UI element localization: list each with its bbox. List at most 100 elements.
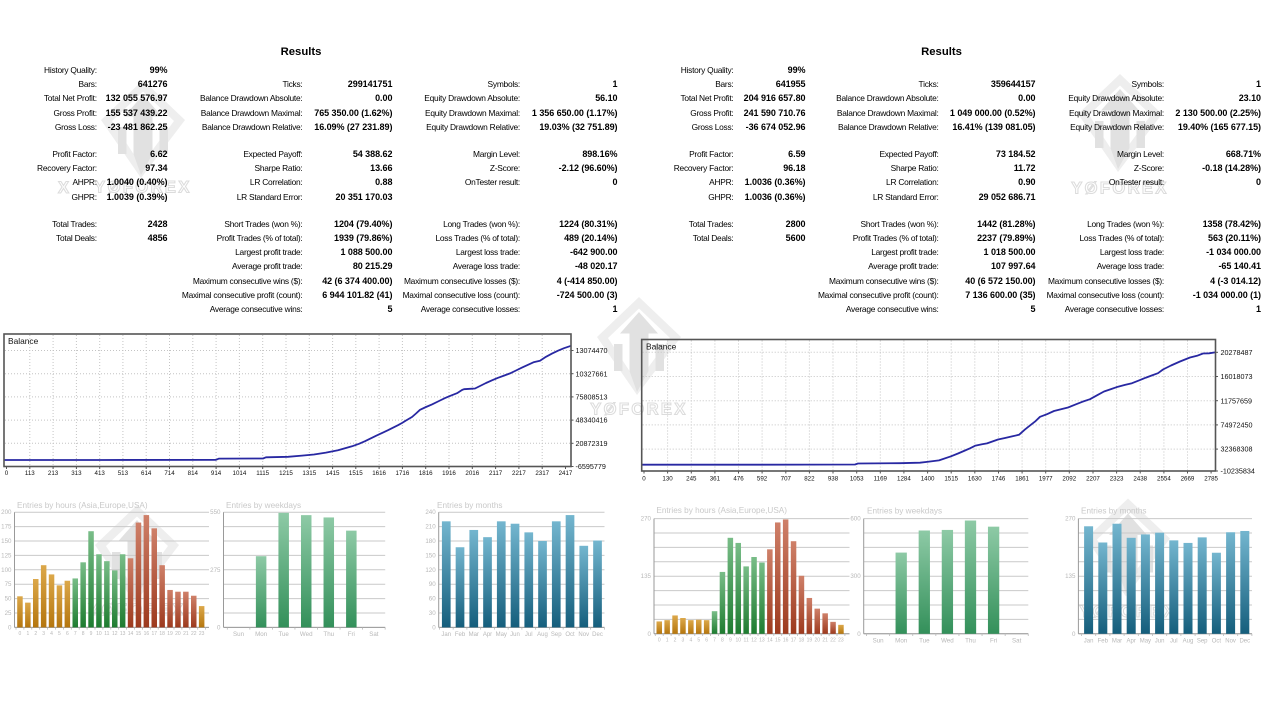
svg-text:0: 0 [19,631,22,637]
svg-text:Aug: Aug [1183,638,1194,644]
svg-text:600: 600 [850,516,861,523]
svg-text:May: May [1140,638,1151,644]
svg-text:14: 14 [128,631,134,637]
svg-text:19: 19 [807,637,813,643]
svg-text:21: 21 [183,631,189,637]
svg-text:2785: 2785 [1204,476,1218,483]
svg-text:1415: 1415 [326,470,340,477]
svg-text:Fri: Fri [348,631,355,638]
svg-text:240: 240 [425,509,436,516]
svg-text:16018073: 16018073 [1221,372,1253,381]
svg-text:5: 5 [58,631,61,637]
svg-text:513: 513 [118,470,129,477]
svg-text:2016: 2016 [465,470,479,477]
svg-text:1: 1 [26,631,29,637]
svg-text:413: 413 [95,470,106,477]
svg-text:Dec: Dec [1239,638,1250,644]
svg-text:Mar: Mar [469,632,479,638]
svg-text:12: 12 [751,637,757,643]
svg-text:592: 592 [757,476,768,483]
svg-text:200: 200 [1,509,12,516]
svg-text:1630: 1630 [968,476,982,483]
svg-text:914: 914 [211,470,222,477]
svg-text:Fri: Fri [990,637,997,644]
svg-text:9: 9 [729,637,732,643]
svg-text:210: 210 [425,524,436,531]
svg-text:1861: 1861 [1015,476,1029,483]
svg-text:YØFOREX: YØFOREX [590,401,687,419]
svg-text:22: 22 [191,631,197,637]
svg-text:YØFOREX: YØFOREX [94,179,191,197]
svg-text:Tue: Tue [278,631,289,638]
svg-text:8: 8 [82,631,85,637]
svg-text:0: 0 [642,476,646,483]
svg-text:707: 707 [781,476,792,483]
svg-text:0: 0 [1072,631,1076,638]
svg-text:21: 21 [822,637,828,643]
svg-text:2554: 2554 [1157,476,1171,483]
svg-text:Wed: Wed [300,631,313,638]
svg-text:313: 313 [71,470,82,477]
svg-text:Thu: Thu [965,637,976,644]
svg-text:0: 0 [5,470,9,477]
svg-text:Apr: Apr [1127,638,1136,644]
svg-text:Mon: Mon [895,637,908,644]
svg-text:Nov: Nov [578,632,589,638]
svg-text:550: 550 [210,509,221,516]
svg-text:2092: 2092 [1062,476,1076,483]
svg-text:15: 15 [136,631,142,637]
svg-text:Feb: Feb [1098,638,1109,644]
svg-text:Entries by weekdays: Entries by weekdays [226,501,301,510]
svg-text:18: 18 [799,637,805,643]
svg-text:150: 150 [1,538,12,545]
svg-text:2217: 2217 [512,470,526,477]
svg-text:100: 100 [1,567,12,574]
svg-text:13: 13 [120,631,126,637]
svg-text:5: 5 [697,637,700,643]
svg-text:Jan: Jan [441,632,451,638]
svg-text:2417: 2417 [559,470,573,477]
svg-text:1: 1 [666,637,669,643]
svg-text:0: 0 [648,631,652,638]
svg-text:75808513: 75808513 [576,393,608,402]
svg-text:Aug: Aug [537,632,548,638]
svg-text:Entries by weekdays: Entries by weekdays [867,507,942,516]
svg-text:270: 270 [1065,516,1076,523]
svg-text:2438: 2438 [1133,476,1147,483]
svg-text:20: 20 [814,637,820,643]
svg-text:2117: 2117 [489,470,503,477]
svg-text:1014: 1014 [233,470,247,477]
svg-text:13: 13 [759,637,765,643]
svg-text:22: 22 [830,637,836,643]
svg-text:15: 15 [775,637,781,643]
svg-text:1616: 1616 [372,470,386,477]
svg-text:9: 9 [90,631,93,637]
svg-text:Jun: Jun [510,632,520,638]
svg-text:Oct: Oct [565,632,575,638]
svg-text:16: 16 [144,631,150,637]
svg-text:20278487: 20278487 [1221,348,1253,357]
svg-text:Entries by months: Entries by months [437,501,503,510]
svg-text:1746: 1746 [992,476,1006,483]
svg-text:7: 7 [74,631,77,637]
svg-text:0: 0 [658,637,661,643]
svg-text:Entries by hours (Asia,Europe,: Entries by hours (Asia,Europe,USA) [17,501,148,510]
svg-text:23: 23 [199,631,205,637]
svg-text:11: 11 [744,637,749,643]
svg-text:1816: 1816 [419,470,433,477]
svg-text:60: 60 [429,596,436,603]
svg-text:2207: 2207 [1086,476,1100,483]
svg-text:938: 938 [828,476,839,483]
svg-text:814: 814 [188,470,199,477]
svg-text:20: 20 [175,631,181,637]
svg-text:135: 135 [1065,573,1076,580]
svg-text:2317: 2317 [535,470,549,477]
svg-text:X: X [58,179,69,197]
svg-text:32368308: 32368308 [1221,445,1253,454]
svg-text:Entries by hours (Asia,Europe,: Entries by hours (Asia,Europe,USA) [656,506,787,515]
svg-text:2: 2 [34,631,37,637]
svg-text:Entries by months: Entries by months [1081,507,1147,516]
svg-text:Sep: Sep [551,632,562,638]
svg-text:Feb: Feb [455,632,466,638]
svg-text:Thu: Thu [323,631,334,638]
